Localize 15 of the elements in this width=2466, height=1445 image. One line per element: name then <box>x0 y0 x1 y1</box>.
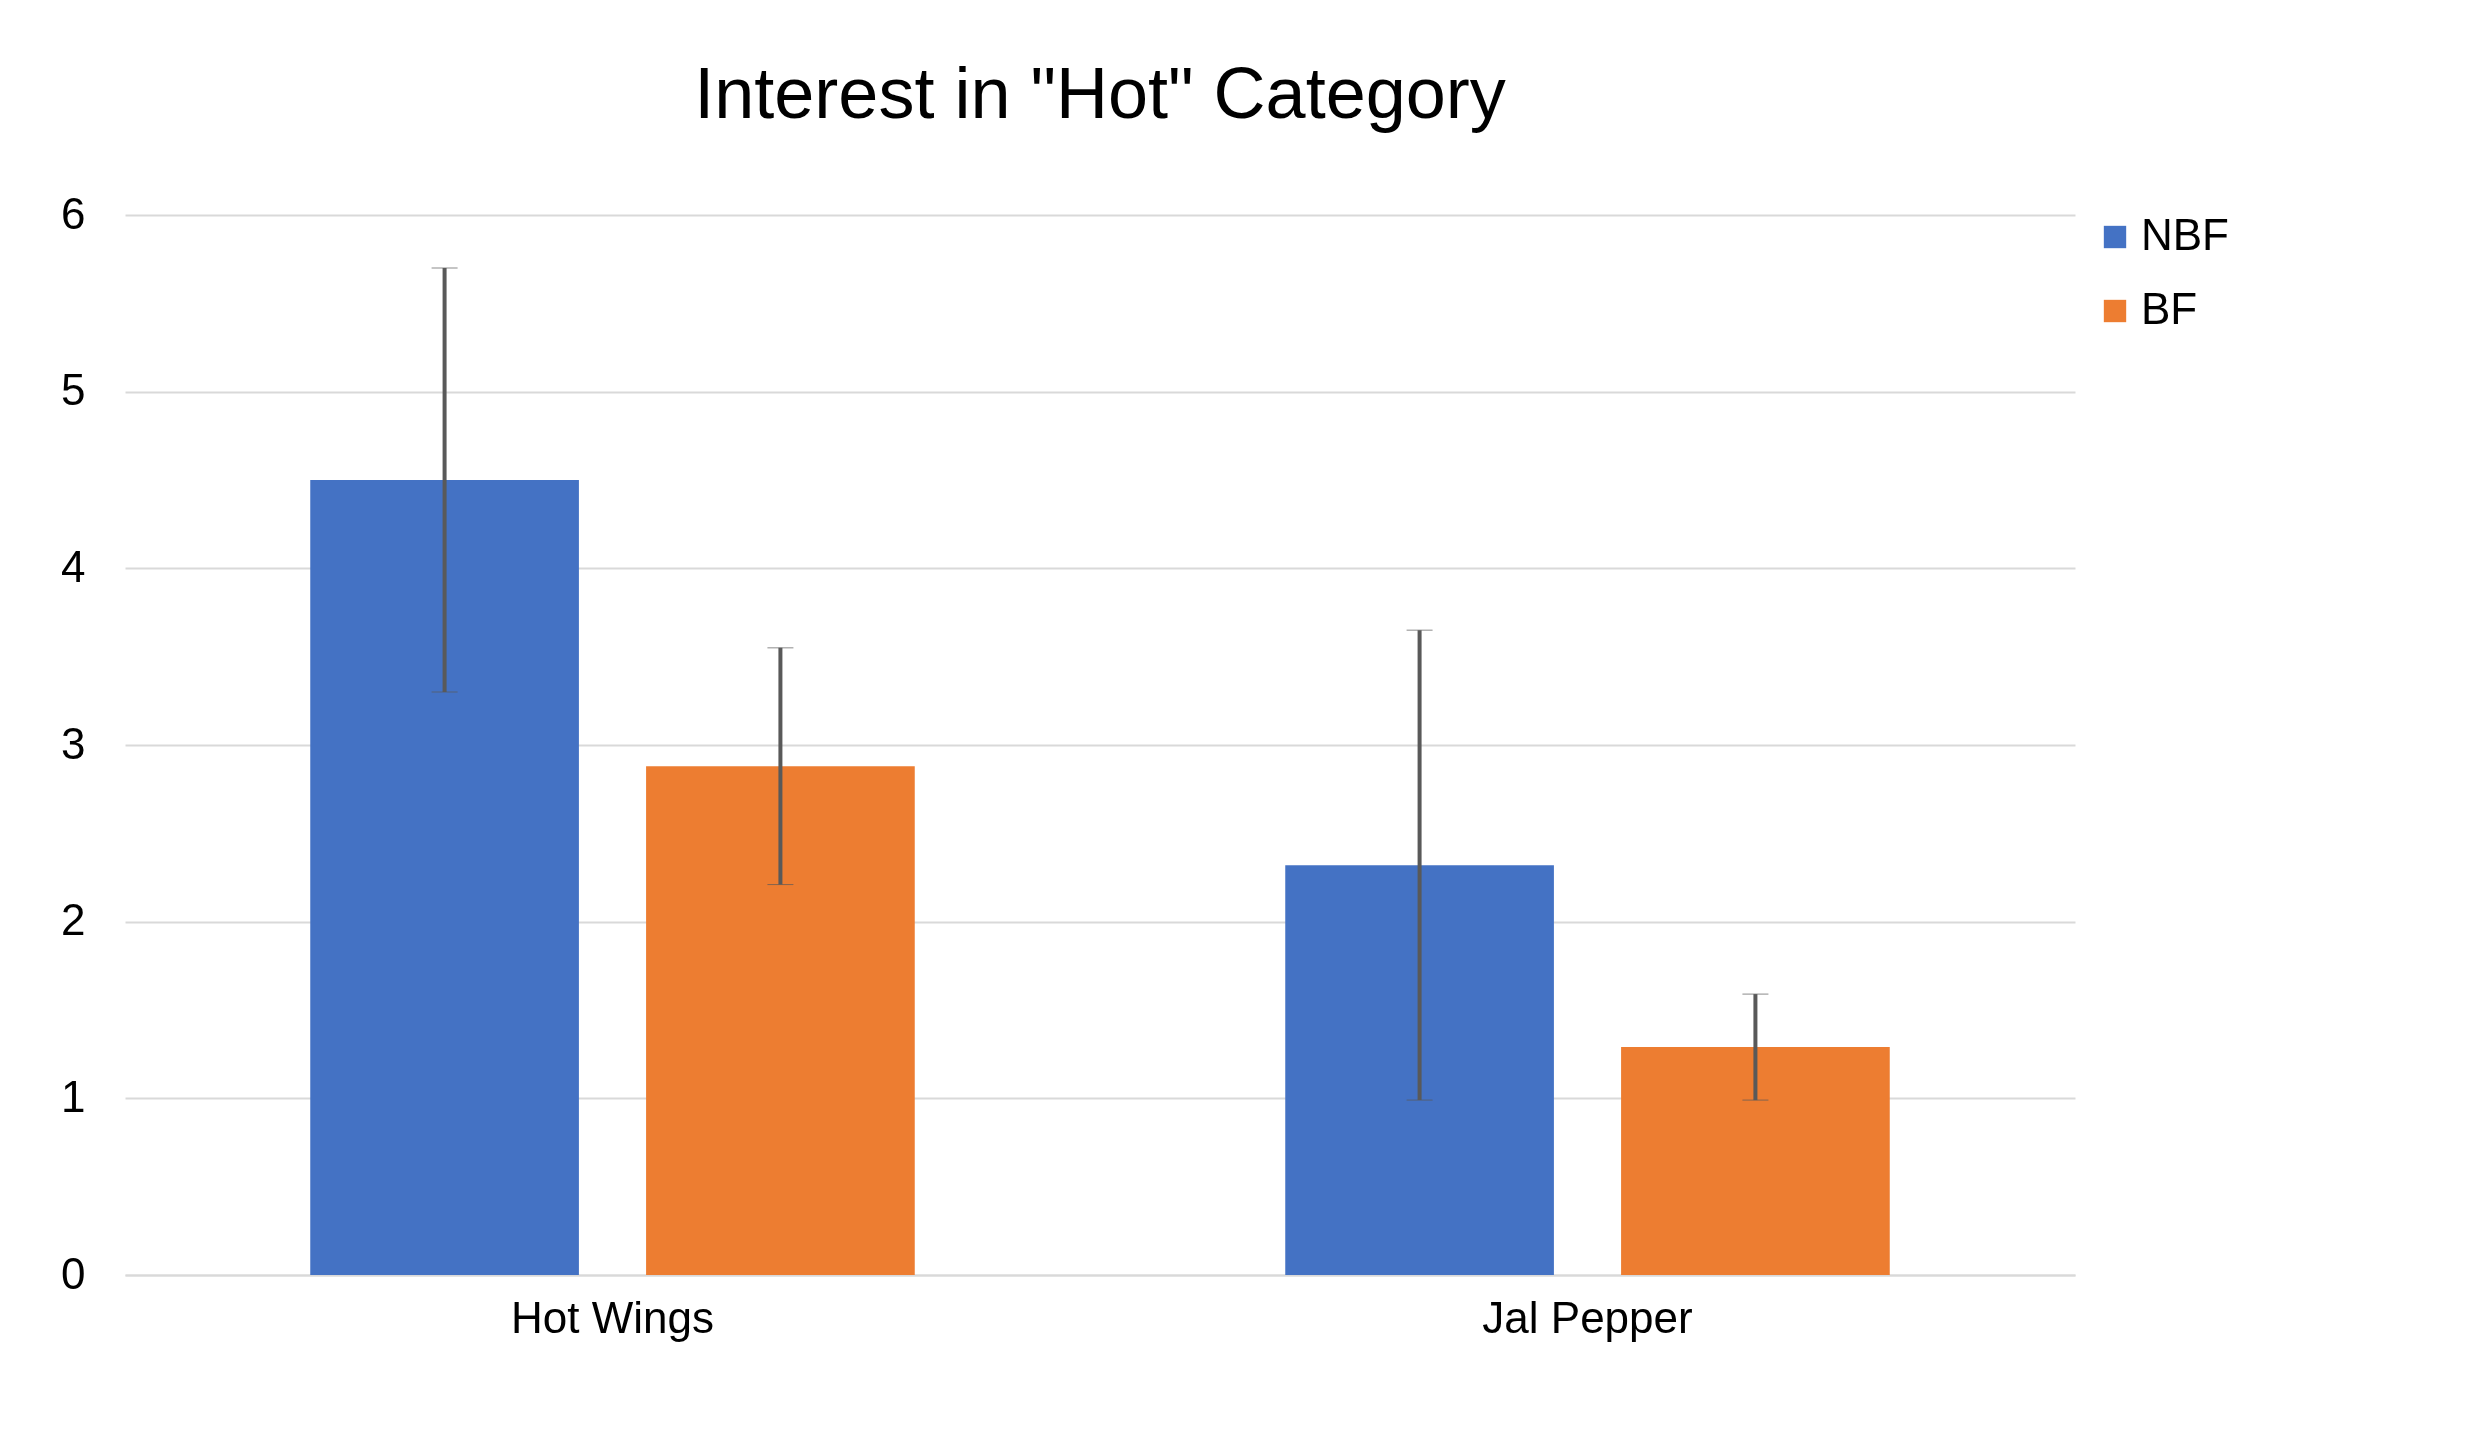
y-tick-label: 0 <box>61 1248 86 1298</box>
chart-title: Interest in "Hot" Category <box>694 53 1506 133</box>
y-tick-label: 2 <box>61 895 86 945</box>
y-tick-label: 5 <box>61 365 86 415</box>
bar <box>310 480 579 1275</box>
x-tick-label: Hot Wings <box>511 1292 714 1342</box>
legend-label: NBF <box>2141 210 2229 259</box>
y-tick-label: 6 <box>61 188 86 238</box>
y-tick-label: 3 <box>61 718 86 768</box>
legend-label: BF <box>2141 284 2198 333</box>
y-tick-label: 1 <box>61 1071 86 1121</box>
y-tick-label: 4 <box>61 541 86 591</box>
x-tick-label: Jal Pepper <box>1482 1292 1693 1342</box>
bar <box>646 766 915 1275</box>
bar <box>1621 1047 1890 1275</box>
